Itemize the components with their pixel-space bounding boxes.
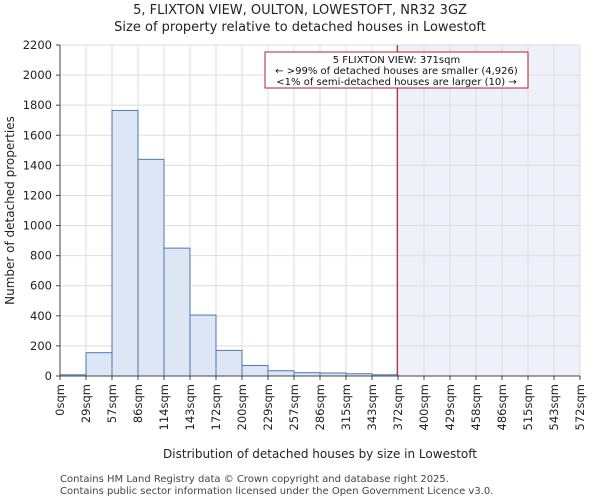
- x-tick-label: 372sqm: [391, 384, 405, 430]
- highlight-region: [397, 45, 580, 376]
- x-tick-label: 429sqm: [443, 384, 457, 430]
- x-tick-label: 257sqm: [287, 384, 301, 430]
- y-tick-label: 1000: [23, 219, 52, 233]
- x-tick-label: 200sqm: [235, 384, 249, 430]
- bar: [215, 349, 243, 377]
- y-tick-label: 600: [30, 279, 52, 293]
- bar: [267, 370, 295, 377]
- x-tick-label: 458sqm: [469, 384, 483, 430]
- x-tick-label: 315sqm: [339, 384, 353, 430]
- bar: [111, 109, 139, 377]
- x-axis-label: Distribution of detached houses by size …: [163, 447, 477, 461]
- x-tick-label: 286sqm: [313, 384, 327, 430]
- y-tick-label: 1800: [23, 98, 52, 112]
- annotation-line-1: 5 FLIXTON VIEW: 371sqm: [333, 55, 460, 66]
- bar: [189, 314, 217, 377]
- y-axis-label: Number of detached properties: [3, 116, 17, 305]
- x-tick-label: 0sqm: [53, 384, 67, 416]
- bar: [85, 352, 113, 377]
- y-tick-label: 400: [30, 309, 52, 323]
- x-tick-label: 143sqm: [183, 384, 197, 430]
- x-tick-label: 486sqm: [495, 384, 509, 430]
- y-tick-label: 1400: [23, 158, 52, 172]
- x-tick-label: 86sqm: [131, 384, 145, 423]
- annotation-frame: [264, 51, 529, 89]
- footer-line-1: Contains HM Land Registry data © Crown c…: [60, 474, 449, 485]
- bar: [137, 158, 165, 377]
- x-tick-label: 343sqm: [365, 384, 379, 430]
- x-tick-label: 543sqm: [547, 384, 561, 430]
- annotation-line-3: <1% of semi-detached houses are larger (…: [276, 77, 516, 88]
- x-tick-label: 515sqm: [521, 384, 535, 430]
- y-tick-label: 800: [30, 249, 52, 263]
- x-tick-label: 572sqm: [573, 384, 587, 430]
- y-tick-label: 2000: [23, 68, 52, 82]
- x-tick-label: 57sqm: [105, 384, 119, 423]
- y-tick-label: 1600: [23, 128, 52, 142]
- chart-title: 5, FLIXTON VIEW, OULTON, LOWESTOFT, NR32…: [133, 3, 467, 18]
- x-tick-label: 172sqm: [209, 384, 223, 430]
- bar: [241, 364, 269, 377]
- x-tick-label: 29sqm: [79, 384, 93, 423]
- x-tick-label: 229sqm: [261, 384, 275, 430]
- y-tick-label: 1200: [23, 188, 52, 202]
- y-tick-label: 2200: [23, 38, 52, 52]
- annotation-line-2: ← >99% of detached houses are smaller (4…: [275, 66, 518, 77]
- y-tick-label: 0: [45, 369, 52, 383]
- chart-subtitle: Size of property relative to detached ho…: [114, 20, 486, 35]
- annotation-box: 5 FLIXTON VIEW: 371sqm ← >99% of detache…: [264, 51, 529, 89]
- x-tick-label: 114sqm: [157, 384, 171, 430]
- bar: [163, 247, 191, 377]
- y-tick-label: 200: [30, 339, 52, 353]
- x-tick-label: 400sqm: [417, 384, 431, 430]
- footer-line-2: Contains public sector information licen…: [60, 486, 493, 497]
